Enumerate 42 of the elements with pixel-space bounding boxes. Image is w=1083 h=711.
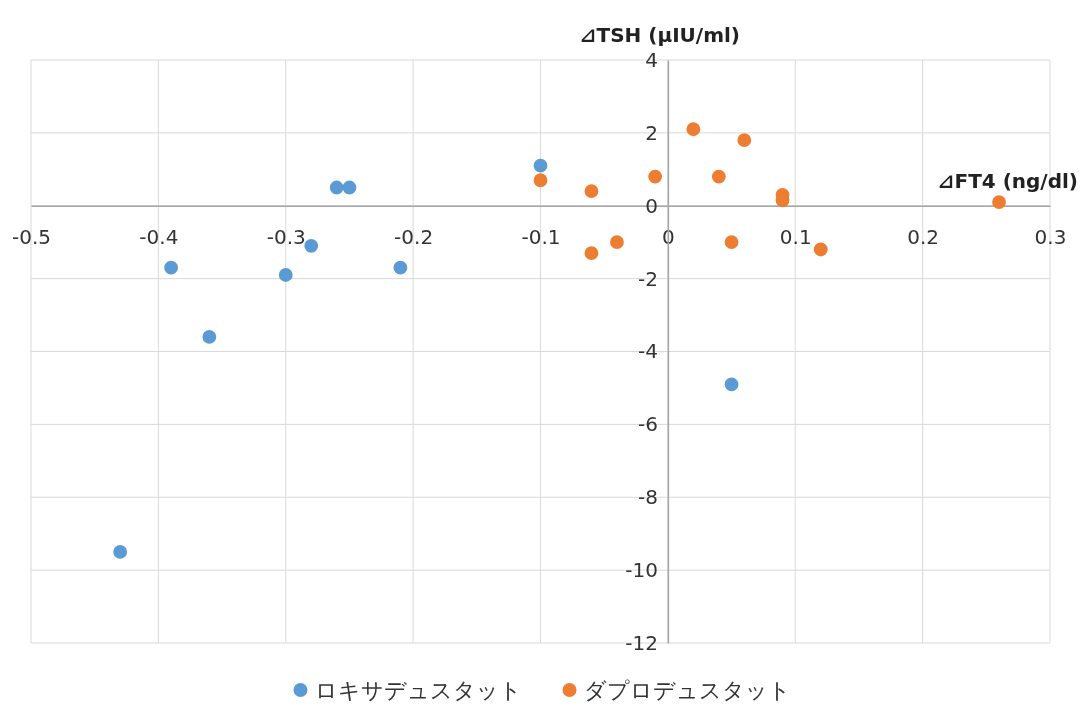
y-tick-label: -2: [637, 266, 658, 291]
point: [584, 246, 599, 261]
point: [813, 242, 828, 257]
point: [202, 330, 217, 344]
legend-label: ダプロデュスタット: [583, 678, 791, 703]
point: [724, 377, 739, 392]
y-tick-label: -6: [637, 412, 658, 437]
y-tick-label: -4: [637, 339, 658, 364]
point: [329, 180, 344, 195]
point: [648, 169, 663, 184]
point: [393, 260, 408, 275]
x-tick-label: 0.2: [907, 224, 940, 249]
x-axis-title: ⊿FT4 (ng/dl): [937, 168, 1078, 193]
y-tick-label: -10: [625, 558, 658, 583]
x-tick-label: 0.1: [779, 224, 812, 249]
x-tick-label: -0.5: [11, 224, 52, 249]
point: [342, 180, 357, 195]
y-tick-label: 0: [645, 193, 658, 218]
point: [278, 268, 293, 282]
x-tick-label: -0.3: [266, 224, 306, 249]
point: [113, 545, 128, 559]
y-tick-label: -12: [625, 630, 658, 655]
point: [737, 133, 752, 148]
y-tick-label: -8: [637, 485, 658, 510]
x-tick-label: 0.3: [1034, 224, 1067, 249]
y-axis-title: ⊿TSH (µIU/ml): [579, 23, 740, 47]
x-tick-label: -0.1: [521, 224, 561, 249]
point: [724, 235, 739, 250]
point: [533, 173, 548, 188]
point: [686, 122, 701, 137]
point: [610, 235, 624, 250]
y-tick-label: 2: [645, 120, 658, 145]
point: [304, 238, 319, 253]
y-tick-label: 4: [645, 47, 658, 72]
legend-label: ロキサデュスタット: [314, 678, 522, 703]
point: [711, 169, 726, 184]
point: [533, 158, 548, 173]
point: [992, 195, 1006, 209]
point: [584, 184, 599, 199]
point: [164, 260, 179, 275]
x-tick-label: -0.4: [139, 224, 179, 249]
x-tick-label: -0.2: [394, 224, 434, 249]
